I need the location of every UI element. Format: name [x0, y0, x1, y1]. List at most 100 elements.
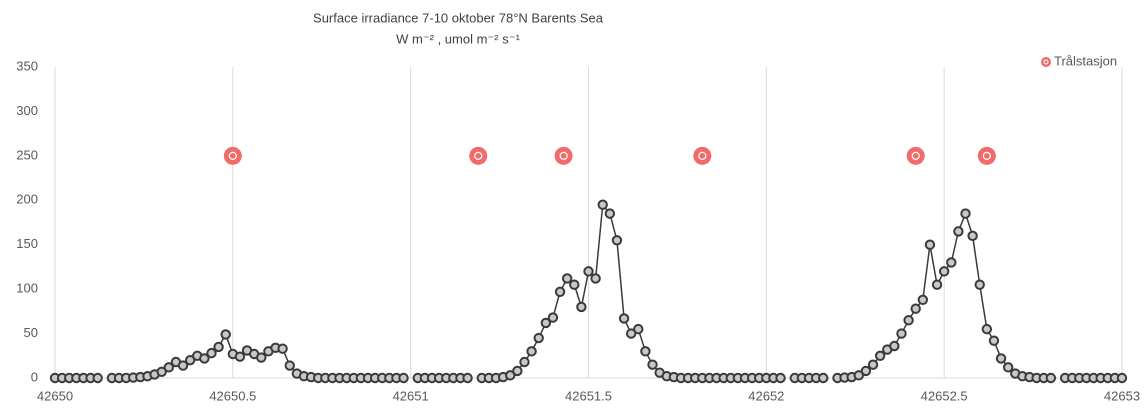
y-tick-label: 50 — [24, 325, 38, 340]
data-point — [853, 370, 865, 381]
chart-subtitle: W m⁻² , umol m⁻² s⁻¹ — [396, 31, 521, 46]
data-point — [184, 355, 196, 366]
data-point — [505, 370, 516, 381]
x-tick-label: 42651 — [393, 388, 429, 403]
station-marker — [469, 146, 488, 165]
station-dot — [469, 146, 488, 165]
data-point — [569, 279, 580, 290]
data-point — [92, 372, 103, 384]
data-point — [867, 359, 879, 370]
data-point — [611, 235, 623, 246]
y-tick-label: 200 — [16, 192, 38, 207]
data-point — [519, 356, 530, 368]
x-tick-label: 42653 — [1104, 388, 1140, 403]
chart-title: Surface irradiance 7-10 oktober 78°N Bar… — [313, 10, 604, 25]
data-point — [398, 372, 409, 384]
x-tick-label: 42650 — [37, 388, 73, 403]
data-point — [1116, 372, 1128, 384]
data-point — [256, 352, 267, 363]
y-tick-label: 150 — [16, 236, 38, 251]
y-tick-label: 0 — [31, 369, 38, 384]
data-point — [981, 323, 993, 335]
data-point — [860, 365, 872, 377]
x-tick-label: 42651.5 — [565, 388, 612, 403]
data-point — [576, 301, 587, 313]
data-point — [633, 323, 644, 335]
data-point — [284, 360, 295, 371]
data-point — [462, 372, 473, 384]
data-point — [818, 372, 829, 384]
data-point — [946, 257, 957, 268]
data-point — [618, 313, 630, 324]
legend-swatch — [1041, 57, 1051, 67]
data-point — [938, 266, 950, 277]
station-ring — [474, 151, 483, 160]
data-point — [220, 329, 231, 340]
x-tick-label: 42652.5 — [921, 388, 968, 403]
data-point — [597, 199, 608, 210]
legend-label: Trålstasjon — [1054, 53, 1117, 68]
y-tick-label: 300 — [16, 103, 38, 118]
station-dot — [693, 146, 712, 165]
data-point — [640, 346, 651, 357]
x-tick-label: 42652 — [748, 388, 784, 403]
station-dot — [977, 146, 996, 165]
data-point — [277, 343, 288, 354]
y-tick-label: 250 — [16, 147, 38, 162]
data-point — [625, 328, 637, 339]
data-point — [995, 353, 1007, 364]
data-point — [540, 317, 552, 329]
data-point — [931, 279, 943, 290]
station-marker — [906, 146, 925, 165]
data-point — [910, 303, 921, 314]
x-tick-label: 42650.5 — [209, 388, 256, 403]
data-point — [917, 294, 929, 306]
station-marker — [554, 146, 573, 165]
data-point — [512, 365, 523, 377]
station-ring — [559, 151, 568, 160]
data-point — [775, 372, 786, 384]
data-point — [199, 353, 210, 364]
data-point — [561, 273, 573, 284]
data-point — [526, 346, 537, 357]
station-dot — [906, 146, 925, 165]
station-ring — [911, 151, 920, 160]
data-point — [590, 273, 601, 284]
station-ring — [982, 151, 991, 160]
data-point — [988, 335, 1000, 346]
y-tick-label: 100 — [16, 281, 38, 296]
data-point — [889, 340, 900, 352]
data-point — [974, 279, 985, 290]
data-point — [896, 328, 907, 339]
y-tick-label: 350 — [16, 58, 38, 73]
data-point — [206, 347, 217, 359]
station-marker — [977, 146, 996, 165]
data-point — [903, 315, 914, 326]
station-dot — [554, 146, 573, 165]
station-dot — [223, 146, 242, 165]
data-point — [953, 226, 964, 237]
data-point — [924, 239, 936, 250]
data-point — [554, 286, 566, 298]
data-point — [1045, 372, 1057, 384]
data-point — [583, 266, 594, 277]
station-marker — [693, 146, 712, 165]
data-point — [960, 208, 971, 219]
data-point — [1002, 362, 1014, 373]
data-point — [156, 366, 167, 377]
data-point — [604, 208, 616, 219]
data-point — [874, 350, 886, 361]
legend-swatch-ring — [1043, 59, 1049, 65]
data-point — [647, 359, 658, 370]
station-ring — [228, 151, 237, 160]
data-point — [547, 312, 559, 323]
data-point — [967, 230, 978, 242]
data-point — [234, 351, 246, 362]
data-point — [213, 341, 224, 353]
data-point — [177, 360, 189, 371]
station-ring — [698, 151, 707, 160]
station-marker — [223, 146, 242, 165]
data-point — [533, 332, 544, 344]
data-point — [163, 362, 175, 373]
